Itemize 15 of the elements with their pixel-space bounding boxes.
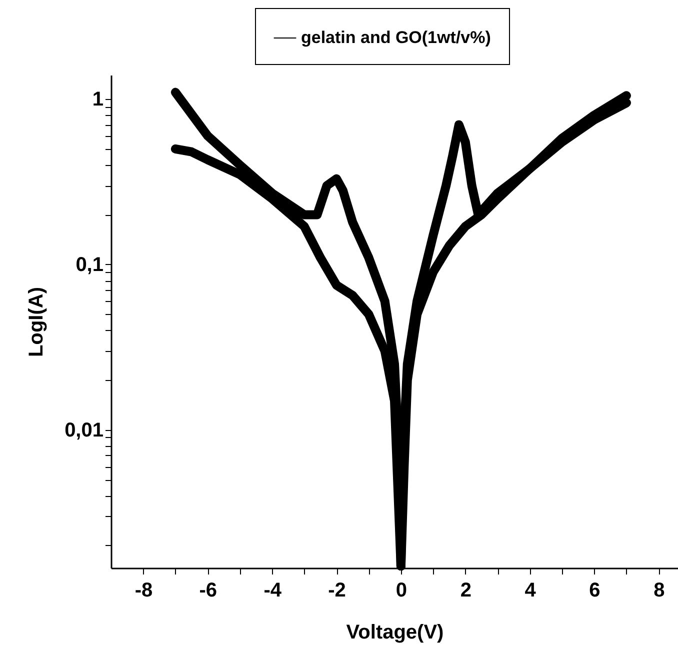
y-axis-title: LogI(A)	[26, 287, 48, 357]
x-tick-label: 6	[589, 580, 600, 602]
x-tick-label: -8	[134, 580, 153, 602]
x-axis-title: Voltage(V)	[346, 622, 444, 644]
x-tick-label: -2	[328, 580, 346, 602]
x-tick-label: 8	[654, 580, 665, 602]
y-tick-label: 0,1	[76, 254, 104, 276]
x-tick-label: 0	[396, 580, 408, 602]
x-tick-label: -4	[264, 580, 282, 602]
legend-label: gelatin and GO(1wt/v%)	[301, 28, 491, 47]
y-tick-label: 0,01	[64, 419, 104, 442]
x-tick-label: -6	[199, 580, 218, 602]
x-tick-label: 2	[460, 580, 472, 602]
y-tick-label: 1	[92, 88, 104, 111]
x-tick-label: 4	[524, 580, 537, 602]
